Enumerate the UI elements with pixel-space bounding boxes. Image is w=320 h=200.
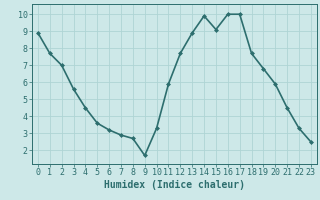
- X-axis label: Humidex (Indice chaleur): Humidex (Indice chaleur): [104, 180, 245, 190]
